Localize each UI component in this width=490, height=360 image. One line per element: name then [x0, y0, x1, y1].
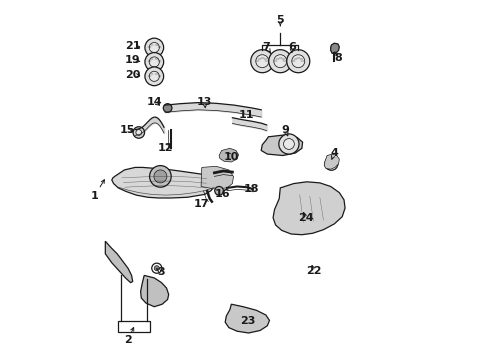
- Text: 19: 19: [125, 55, 141, 66]
- Polygon shape: [112, 167, 216, 198]
- Polygon shape: [201, 166, 233, 189]
- Text: 6: 6: [288, 42, 296, 52]
- Circle shape: [251, 50, 274, 73]
- Circle shape: [269, 50, 292, 73]
- Text: 22: 22: [306, 266, 322, 276]
- Text: 14: 14: [147, 96, 162, 107]
- Circle shape: [152, 263, 162, 273]
- Circle shape: [149, 57, 159, 67]
- Polygon shape: [331, 43, 339, 53]
- Circle shape: [145, 53, 164, 71]
- Text: 8: 8: [335, 53, 343, 63]
- Circle shape: [149, 166, 171, 187]
- Circle shape: [133, 127, 145, 138]
- Text: 2: 2: [124, 335, 132, 345]
- Polygon shape: [219, 148, 239, 162]
- Circle shape: [154, 170, 167, 183]
- Circle shape: [149, 42, 159, 53]
- Polygon shape: [324, 154, 339, 169]
- Text: 11: 11: [239, 110, 254, 120]
- Circle shape: [149, 71, 159, 81]
- Text: 20: 20: [125, 70, 140, 80]
- Circle shape: [292, 55, 305, 68]
- Polygon shape: [261, 135, 303, 156]
- Circle shape: [274, 55, 287, 68]
- Circle shape: [287, 50, 310, 73]
- Circle shape: [154, 266, 159, 271]
- Text: 9: 9: [281, 125, 289, 135]
- Circle shape: [279, 134, 299, 154]
- Circle shape: [163, 104, 172, 112]
- Text: 13: 13: [197, 96, 212, 107]
- Text: 12: 12: [157, 143, 173, 153]
- Circle shape: [215, 186, 223, 195]
- Circle shape: [145, 38, 164, 57]
- Circle shape: [256, 55, 269, 68]
- Circle shape: [136, 130, 142, 135]
- Text: 4: 4: [330, 148, 338, 158]
- Text: 15: 15: [119, 125, 135, 135]
- Text: 18: 18: [244, 184, 259, 194]
- Polygon shape: [273, 182, 345, 235]
- Text: 1: 1: [91, 191, 98, 201]
- Text: 17: 17: [194, 199, 209, 210]
- Text: 7: 7: [263, 42, 270, 52]
- Circle shape: [328, 160, 335, 167]
- Circle shape: [325, 157, 338, 170]
- Polygon shape: [118, 321, 149, 332]
- Text: 24: 24: [297, 213, 313, 223]
- Circle shape: [145, 67, 164, 86]
- Polygon shape: [141, 275, 169, 307]
- Polygon shape: [225, 304, 270, 333]
- Circle shape: [284, 139, 294, 149]
- Text: 10: 10: [223, 152, 239, 162]
- Text: 3: 3: [158, 267, 165, 277]
- Text: 5: 5: [276, 15, 284, 25]
- Text: 23: 23: [240, 316, 256, 326]
- Text: 16: 16: [215, 189, 230, 199]
- Text: 21: 21: [125, 41, 141, 51]
- Polygon shape: [105, 241, 133, 283]
